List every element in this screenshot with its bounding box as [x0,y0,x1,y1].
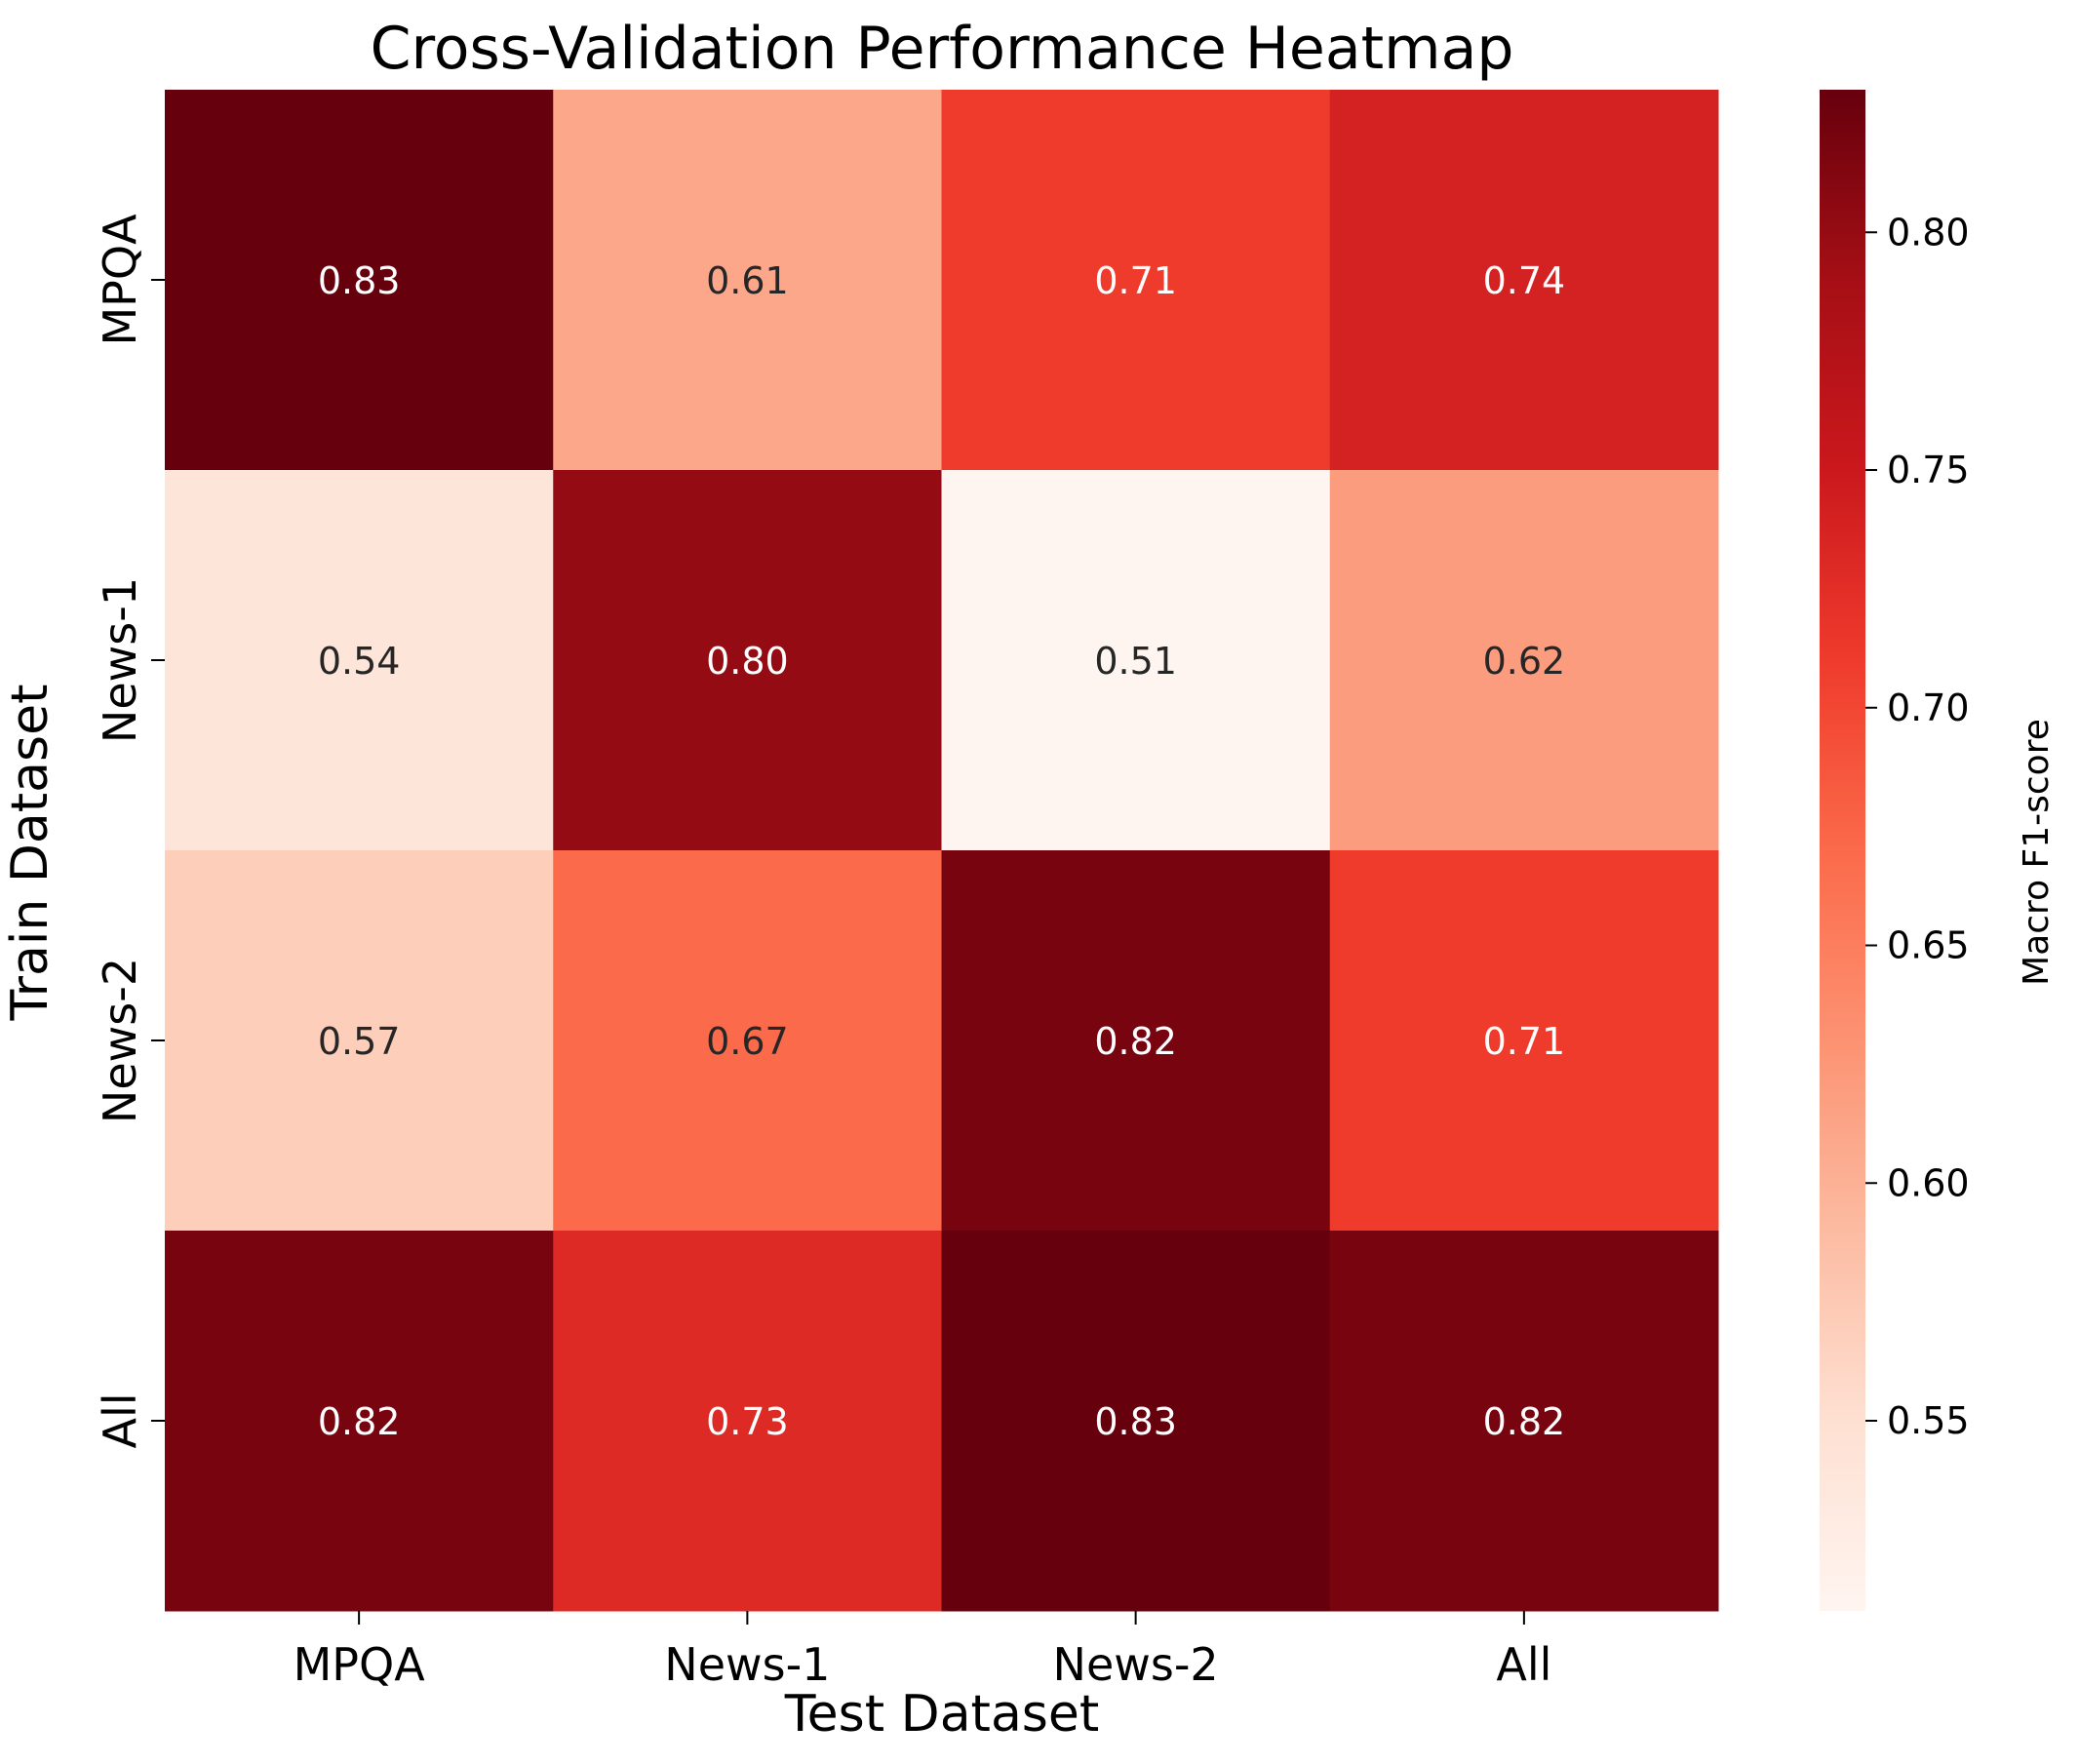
colorbar-label: Macro F1-score [2017,719,2057,986]
colorbar: 0.55 0.60 0.65 0.70 0.75 0.80 Macro F1-score [1820,90,2057,1611]
colorbar-tick-label: 0.80 [1887,211,1970,254]
y-tick-label: News-1 [94,577,146,743]
colorbar-tick-label: 0.65 [1887,924,1970,967]
cell-value-label: 0.82 [1094,1020,1177,1063]
cell-value-label: 0.54 [318,640,401,683]
cell-value-label: 0.80 [706,640,789,683]
cell-value-label: 0.51 [1094,640,1177,683]
y-axis-label: Train Dataset [1,685,59,1022]
x-tick-label: MPQA [294,1638,426,1691]
cell-value-label: 0.83 [318,259,401,302]
chart-title: Cross-Validation Performance Heatmap [371,15,1514,83]
heatmap-cell [165,850,554,1232]
colorbar-ticks: 0.55 0.60 0.65 0.70 0.75 0.80 [1865,211,1970,1442]
heatmap-cell [165,1231,554,1612]
cell-value-label: 0.71 [1483,1020,1566,1063]
colorbar-tick-label: 0.70 [1887,686,1970,729]
heatmap-cell [553,470,942,851]
heatmap-cell [941,90,1331,471]
y-tick-label: News-2 [94,958,146,1123]
y-tick-label: All [94,1392,146,1448]
heatmap-cells [165,90,1719,1612]
heatmap-cell [1329,470,1719,851]
cell-value-label: 0.82 [1483,1400,1566,1443]
y-axis: MPQA News-1 News-2 All [94,214,165,1449]
cell-value-label: 0.83 [1094,1400,1177,1443]
x-axis: MPQA News-1 News-2 All [294,1611,1551,1691]
heatmap-cell [165,90,554,471]
colorbar-gradient [1820,90,1865,1611]
heatmap-cell [941,850,1331,1232]
heatmap-cell [553,1231,942,1612]
cell-value-label: 0.57 [318,1020,401,1063]
heatmap-cell [1329,90,1719,471]
heatmap-cell [1329,1231,1719,1612]
x-tick-label: News-1 [664,1638,830,1691]
cell-value-label: 0.82 [318,1400,401,1443]
x-tick-label: News-2 [1053,1638,1219,1691]
x-tick-label: All [1496,1638,1551,1691]
heatmap-cell [941,1231,1331,1612]
heatmap-cell [941,470,1331,851]
cell-value-label: 0.67 [706,1020,789,1063]
heatmap-cell [165,470,554,851]
colorbar-tick-label: 0.60 [1887,1161,1970,1204]
colorbar-tick-label: 0.55 [1887,1399,1970,1442]
heatmap-cell [1329,850,1719,1232]
heatmap-cell [553,90,942,471]
y-tick-label: MPQA [94,214,146,346]
cell-value-label: 0.62 [1483,640,1566,683]
cell-value-label: 0.61 [706,259,789,302]
cell-annotations: 0.83 0.61 0.71 0.74 0.54 0.80 0.51 0.62 0.57 0.67… [318,259,1565,1443]
x-axis-label: Test Dataset [784,1685,1100,1744]
cell-value-label: 0.71 [1094,259,1177,302]
colorbar-tick-label: 0.75 [1887,449,1970,491]
cell-value-label: 0.74 [1483,259,1566,302]
cell-value-label: 0.73 [706,1400,789,1443]
heatmap-cell [553,850,942,1232]
